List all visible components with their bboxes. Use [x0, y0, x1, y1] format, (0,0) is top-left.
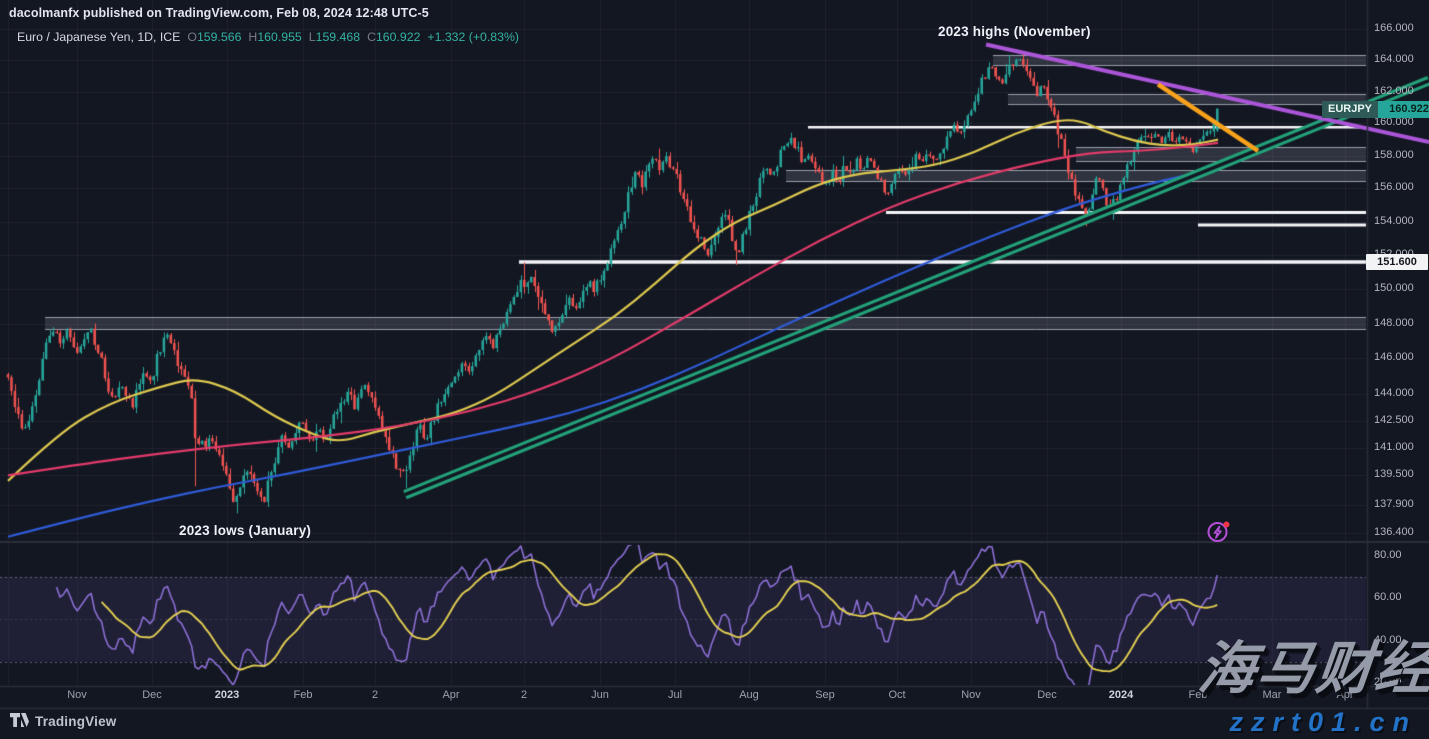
- time-tick-label: Aug: [739, 689, 759, 701]
- notification-dot: [1223, 521, 1230, 528]
- ohlc-key: H: [248, 30, 258, 44]
- time-tick-label: Feb: [1188, 689, 1208, 701]
- tradingview-logo-text: TradingView: [35, 713, 117, 729]
- time-tick-label: 2: [520, 689, 528, 701]
- indicator-tick-label: 80.00: [1374, 548, 1402, 561]
- time-tick-label: Apr: [442, 689, 460, 701]
- time-tick-label: Feb: [293, 689, 313, 701]
- annotation-2023-highs[interactable]: 2023 highs (November): [938, 24, 1091, 39]
- indicator-tick-label: 60.00: [1374, 591, 1402, 603]
- last-price-symbol: EURJPY: [1322, 101, 1379, 118]
- price-tick-label: 156.000: [1374, 181, 1414, 194]
- legend-change: +1.332 (+0.83%): [427, 30, 520, 44]
- price-tick-label: 139.500: [1374, 468, 1414, 481]
- time-tick-label: 2023: [214, 689, 240, 701]
- price-tick-label: 160.000: [1374, 116, 1414, 129]
- price-tick-label: 141.000: [1374, 440, 1414, 453]
- price-tick-label: 166.000: [1374, 21, 1414, 34]
- time-tick-label: Mar: [1262, 689, 1282, 701]
- level-151600-label: 151.600: [1366, 254, 1428, 270]
- watermark-site-url: zzrt01.cn: [1229, 707, 1417, 737]
- tradingview-logo[interactable]: TradingView: [10, 713, 116, 729]
- tradingview-logo-icon: [10, 713, 29, 727]
- time-tick-label: Dec: [1037, 689, 1057, 701]
- time-tick-label: Dec: [142, 689, 162, 701]
- price-tick-label: 158.000: [1374, 148, 1414, 161]
- symbol-title: Euro / Japanese Yen, 1D, ICE: [17, 30, 181, 44]
- time-tick-label: 2024: [1108, 689, 1134, 701]
- price-tick-label: 146.000: [1374, 351, 1414, 364]
- time-tick-label: Nov: [67, 689, 87, 701]
- price-tick-label: 148.000: [1374, 316, 1414, 329]
- ohlc-value: 160.955: [257, 30, 302, 44]
- price-tick-label: 164.000: [1374, 53, 1414, 66]
- ohlc-key: C: [367, 30, 376, 44]
- ohlc-value: 159.566: [196, 30, 242, 44]
- indicator-tick-label: 40.00: [1374, 633, 1402, 646]
- price-tick-label: 162.000: [1374, 84, 1414, 97]
- price-tick-label: 137.900: [1374, 497, 1414, 510]
- price-tick-label: 136.400: [1374, 526, 1414, 539]
- price-tick-label: 142.500: [1374, 413, 1414, 426]
- time-tick-label: Jun: [591, 689, 609, 701]
- time-tick-label: Nov: [961, 689, 981, 701]
- ohlc-value: 160.922: [375, 30, 421, 44]
- annotation-2023-lows[interactable]: 2023 lows (January): [179, 523, 312, 538]
- watermark-site-name: 海马财经: [1195, 637, 1429, 701]
- price-tick-label: 144.000: [1374, 386, 1414, 399]
- price-tick-label: 150.000: [1374, 282, 1414, 295]
- ohlc-value: 159.468: [315, 30, 361, 44]
- legend-ohlc: O159.566 H160.955 L159.468 C160.922: [180, 30, 420, 44]
- flash-streak-icon[interactable]: [1205, 518, 1233, 546]
- time-tick-label: Sep: [815, 689, 835, 701]
- ohlc-key: L: [308, 30, 316, 44]
- price-tick-label: 154.000: [1374, 214, 1414, 227]
- time-tick-label: Jul: [667, 689, 683, 701]
- last-price-value: 160.922: [1378, 101, 1429, 118]
- time-tick-label: Oct: [888, 689, 906, 701]
- time-tick-label: Apr: [1336, 689, 1354, 701]
- published-byline: dacolmanfx published on TradingView.com,…: [9, 6, 429, 20]
- indicator-tick-label: 20.00: [1374, 676, 1402, 688]
- time-tick-label: 2: [371, 689, 379, 701]
- ohlc-key: O: [187, 30, 197, 44]
- last-price-label: EURJPY 160.922: [1322, 101, 1429, 118]
- symbol-legend[interactable]: Euro / Japanese Yen, 1D, ICE O159.566 H160…: [17, 30, 519, 44]
